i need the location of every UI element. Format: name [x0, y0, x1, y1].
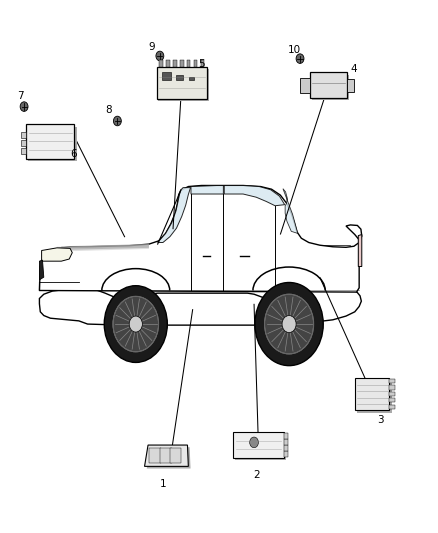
FancyBboxPatch shape	[236, 434, 286, 460]
Polygon shape	[145, 445, 188, 466]
FancyBboxPatch shape	[28, 127, 77, 161]
FancyBboxPatch shape	[160, 448, 172, 463]
FancyBboxPatch shape	[283, 433, 288, 439]
Polygon shape	[147, 447, 191, 469]
Text: 7: 7	[17, 91, 23, 101]
FancyBboxPatch shape	[162, 72, 171, 80]
FancyBboxPatch shape	[176, 75, 183, 80]
Polygon shape	[191, 185, 223, 194]
FancyBboxPatch shape	[26, 124, 74, 159]
Text: 3: 3	[378, 415, 384, 425]
Text: 1: 1	[160, 479, 166, 489]
FancyBboxPatch shape	[187, 60, 191, 67]
Polygon shape	[61, 244, 149, 250]
FancyBboxPatch shape	[300, 78, 310, 93]
FancyBboxPatch shape	[189, 77, 194, 80]
FancyBboxPatch shape	[166, 60, 170, 67]
Text: 10: 10	[288, 45, 301, 54]
Circle shape	[296, 54, 304, 63]
Polygon shape	[42, 248, 72, 261]
FancyBboxPatch shape	[21, 132, 26, 138]
Circle shape	[282, 316, 296, 333]
Circle shape	[104, 286, 167, 362]
FancyBboxPatch shape	[389, 385, 395, 390]
FancyBboxPatch shape	[310, 72, 347, 98]
FancyBboxPatch shape	[347, 79, 354, 92]
Circle shape	[250, 437, 258, 448]
Polygon shape	[224, 185, 285, 206]
Circle shape	[265, 294, 314, 354]
Circle shape	[113, 296, 159, 352]
FancyBboxPatch shape	[156, 67, 207, 99]
FancyBboxPatch shape	[173, 60, 177, 67]
Text: 2: 2	[253, 471, 260, 480]
FancyBboxPatch shape	[21, 148, 26, 154]
Polygon shape	[39, 260, 44, 280]
FancyBboxPatch shape	[389, 405, 395, 409]
Text: 8: 8	[105, 106, 112, 115]
Polygon shape	[158, 188, 191, 243]
Circle shape	[20, 102, 28, 111]
FancyBboxPatch shape	[149, 448, 161, 463]
FancyBboxPatch shape	[201, 60, 204, 67]
FancyBboxPatch shape	[389, 392, 395, 396]
FancyBboxPatch shape	[311, 75, 349, 100]
FancyBboxPatch shape	[180, 60, 184, 67]
Polygon shape	[39, 289, 361, 325]
FancyBboxPatch shape	[389, 398, 395, 402]
FancyBboxPatch shape	[158, 69, 208, 101]
Polygon shape	[358, 235, 362, 266]
Circle shape	[156, 51, 164, 61]
FancyBboxPatch shape	[159, 60, 162, 67]
FancyBboxPatch shape	[355, 378, 389, 410]
Circle shape	[113, 116, 121, 126]
Text: 5: 5	[198, 59, 205, 69]
FancyBboxPatch shape	[283, 451, 288, 457]
Text: 6: 6	[70, 149, 77, 158]
Text: 9: 9	[148, 42, 155, 52]
Circle shape	[129, 316, 142, 332]
FancyBboxPatch shape	[21, 140, 26, 146]
FancyBboxPatch shape	[170, 448, 181, 463]
Polygon shape	[283, 189, 298, 233]
FancyBboxPatch shape	[389, 379, 395, 383]
Text: 4: 4	[350, 64, 357, 74]
Circle shape	[255, 282, 323, 366]
Polygon shape	[39, 185, 362, 292]
FancyBboxPatch shape	[283, 446, 288, 451]
FancyBboxPatch shape	[283, 439, 288, 445]
FancyBboxPatch shape	[194, 60, 198, 67]
Polygon shape	[57, 244, 149, 252]
FancyBboxPatch shape	[233, 432, 283, 458]
FancyBboxPatch shape	[357, 381, 392, 413]
